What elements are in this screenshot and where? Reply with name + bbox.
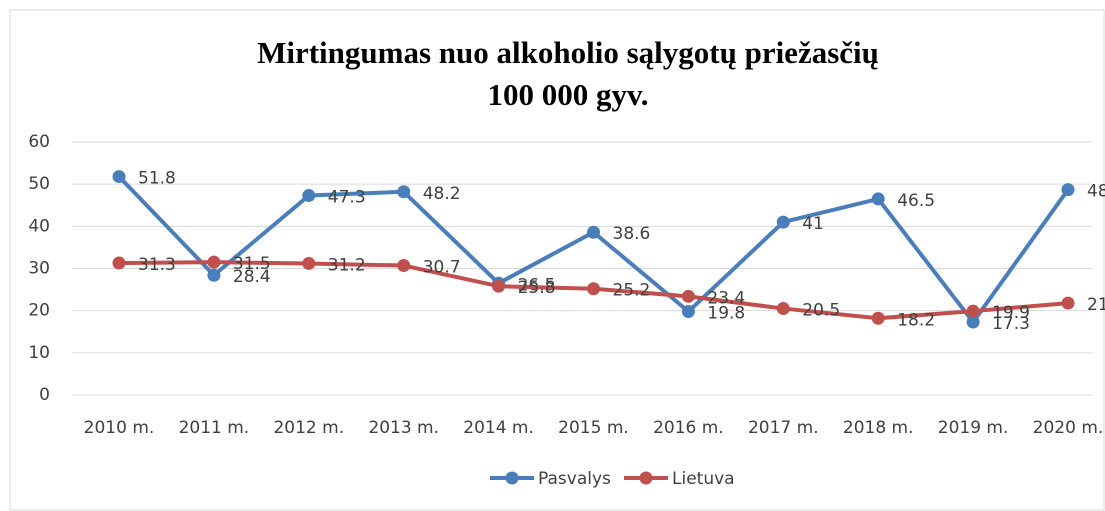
y-tick-label: 30 xyxy=(28,259,50,279)
data-point xyxy=(397,259,411,273)
y-tick-label: 40 xyxy=(28,216,50,236)
data-point xyxy=(207,268,221,282)
data-point xyxy=(302,189,316,203)
data-point xyxy=(587,282,600,296)
data-point xyxy=(871,311,885,325)
x-tick-label: 2017 m. xyxy=(748,418,819,438)
chart-border xyxy=(9,9,1105,511)
data-label: 38.6 xyxy=(613,224,651,244)
data-label: 47.3 xyxy=(328,188,366,208)
data-label: 23.4 xyxy=(707,288,745,308)
data-label: 48.2 xyxy=(423,184,461,204)
data-point xyxy=(776,302,790,316)
data-point xyxy=(587,225,600,239)
data-label: 17.3 xyxy=(992,314,1030,334)
data-point xyxy=(1061,296,1075,310)
data-point xyxy=(966,315,980,329)
data-label: 31.3 xyxy=(138,255,176,275)
x-tick-label: 2014 m. xyxy=(463,418,534,438)
data-label: 20.5 xyxy=(802,301,840,321)
data-point xyxy=(397,185,411,199)
data-label: 31.5 xyxy=(233,254,271,274)
x-tick-label: 2020 m. xyxy=(1033,418,1104,438)
x-tick-label: 2019 m. xyxy=(938,418,1009,438)
data-label: 21.8 xyxy=(1087,295,1105,315)
data-point xyxy=(492,279,506,293)
chart-title: 100 000 gyv. xyxy=(487,77,648,112)
x-tick-label: 2016 m. xyxy=(653,418,724,438)
data-point xyxy=(112,256,126,270)
y-tick-label: 50 xyxy=(28,174,50,194)
data-label: 19.9 xyxy=(992,303,1030,323)
legend-marker xyxy=(505,471,519,485)
data-label: 18.2 xyxy=(897,310,935,330)
x-tick-label: 2015 m. xyxy=(558,418,629,438)
data-label: 25.2 xyxy=(613,281,651,301)
data-label: 48.7 xyxy=(1087,182,1105,202)
x-tick-label: 2011 m. xyxy=(179,418,250,438)
data-point xyxy=(871,192,885,206)
y-tick-label: 0 xyxy=(39,385,50,405)
chart-title: Mirtingumas nuo alkoholio sąlygotų priež… xyxy=(257,35,879,70)
data-point xyxy=(966,304,980,318)
data-point xyxy=(681,289,695,303)
data-point xyxy=(207,255,221,269)
x-tick-label: 2013 m. xyxy=(368,418,439,438)
y-tick-label: 60 xyxy=(28,132,50,152)
data-label: 19.8 xyxy=(707,304,745,324)
x-tick-label: 2012 m. xyxy=(273,418,344,438)
data-point xyxy=(302,256,316,270)
data-label: 51.8 xyxy=(138,169,176,189)
data-label: 25.8 xyxy=(518,278,556,298)
data-label: 46.5 xyxy=(897,191,935,211)
y-tick-label: 20 xyxy=(28,301,50,321)
data-point xyxy=(776,215,790,229)
data-point xyxy=(681,305,695,319)
legend-marker xyxy=(639,471,653,485)
legend-label: Lietuva xyxy=(672,469,735,489)
data-label: 28.4 xyxy=(233,267,271,287)
x-tick-label: 2018 m. xyxy=(843,418,914,438)
y-tick-label: 10 xyxy=(28,343,50,363)
x-tick-label: 2010 m. xyxy=(84,418,155,438)
legend-label: Pasvalys xyxy=(538,469,611,489)
data-label: 41 xyxy=(802,214,824,234)
data-label: 31.2 xyxy=(328,255,366,275)
data-point xyxy=(1061,183,1075,197)
data-label: 30.7 xyxy=(423,258,461,278)
data-point xyxy=(112,170,126,184)
